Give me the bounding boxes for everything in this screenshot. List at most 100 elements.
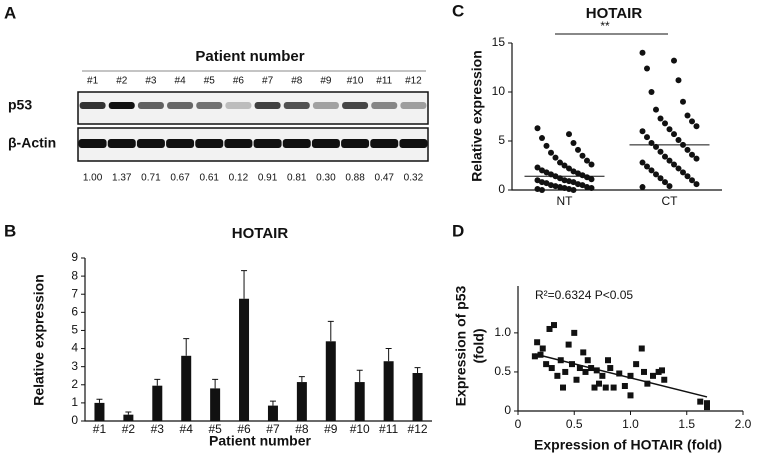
band bbox=[107, 139, 136, 148]
panel-label: D bbox=[452, 221, 464, 240]
band bbox=[370, 139, 399, 148]
point bbox=[671, 131, 677, 138]
point bbox=[570, 179, 577, 186]
point bbox=[579, 172, 586, 179]
ratio: 0.88 bbox=[345, 173, 365, 184]
point bbox=[644, 65, 650, 72]
point bbox=[684, 173, 691, 180]
point bbox=[557, 159, 563, 166]
x-tick-label: CT bbox=[662, 194, 679, 208]
y-axis-label: Relative expression bbox=[31, 274, 47, 406]
point bbox=[641, 368, 647, 375]
point bbox=[680, 169, 686, 176]
point bbox=[580, 349, 587, 356]
point bbox=[570, 139, 577, 146]
point bbox=[543, 169, 550, 176]
error-bar bbox=[298, 376, 305, 383]
error-bar bbox=[327, 320, 334, 342]
band bbox=[254, 102, 281, 109]
bar bbox=[94, 402, 105, 421]
band bbox=[167, 102, 194, 109]
lane-label: #1 bbox=[87, 76, 99, 87]
bar bbox=[412, 373, 423, 421]
point bbox=[570, 168, 577, 175]
lane-label: #4 bbox=[175, 76, 187, 87]
x-tick-label: #9 bbox=[324, 422, 338, 436]
point bbox=[639, 128, 646, 135]
y-tick-label: 15 bbox=[492, 35, 506, 49]
ratio: 1.00 bbox=[83, 173, 103, 184]
error-bar bbox=[154, 378, 161, 386]
band bbox=[224, 139, 253, 148]
point bbox=[616, 370, 623, 377]
point bbox=[534, 177, 541, 184]
point bbox=[599, 372, 606, 379]
ratio: 0.81 bbox=[287, 173, 307, 184]
bar bbox=[354, 382, 365, 421]
y-tick-label: 0 bbox=[498, 182, 505, 196]
point bbox=[548, 149, 554, 156]
point bbox=[557, 175, 563, 182]
ratio: 0.12 bbox=[229, 173, 249, 184]
point bbox=[539, 135, 545, 142]
band bbox=[79, 102, 106, 109]
ratio: 0.32 bbox=[404, 173, 424, 184]
point bbox=[552, 173, 559, 180]
error-bar bbox=[96, 398, 103, 403]
error-bar bbox=[212, 378, 219, 389]
band bbox=[399, 139, 428, 148]
ratio: 0.91 bbox=[258, 173, 278, 184]
y-tick-label: 0 bbox=[504, 403, 511, 417]
row-label: β-Actin bbox=[8, 135, 56, 151]
band bbox=[342, 102, 369, 109]
point bbox=[644, 134, 650, 141]
lane-label: #6 bbox=[233, 76, 245, 87]
fit-line bbox=[534, 353, 708, 398]
point bbox=[675, 137, 682, 144]
lane-label: #7 bbox=[262, 76, 274, 87]
x-axis-label: Expression of HOTAIR (fold) bbox=[534, 437, 722, 453]
band bbox=[341, 139, 370, 148]
y-tick-label: 8 bbox=[71, 268, 78, 282]
point bbox=[639, 49, 646, 56]
point bbox=[584, 357, 591, 364]
point bbox=[627, 392, 634, 399]
x-tick-label: #2 bbox=[122, 422, 136, 436]
panel-label: A bbox=[4, 3, 16, 22]
point bbox=[562, 368, 569, 375]
point bbox=[543, 142, 550, 149]
point bbox=[548, 182, 554, 189]
x-tick-label: #7 bbox=[266, 422, 280, 436]
band bbox=[137, 102, 164, 109]
chart-title: HOTAIR bbox=[232, 225, 289, 242]
point bbox=[552, 183, 559, 190]
error-bar bbox=[183, 338, 190, 356]
point bbox=[644, 163, 650, 170]
point bbox=[546, 325, 553, 332]
significance: ** bbox=[600, 19, 610, 33]
point bbox=[648, 139, 655, 146]
blot-frame bbox=[77, 91, 429, 125]
point bbox=[639, 184, 646, 191]
point bbox=[588, 161, 595, 168]
x-tick-label: NT bbox=[557, 194, 574, 208]
point bbox=[554, 372, 561, 379]
band bbox=[283, 102, 310, 109]
point bbox=[566, 186, 572, 193]
band bbox=[371, 102, 398, 109]
point bbox=[575, 181, 581, 188]
point bbox=[561, 162, 568, 169]
point bbox=[684, 146, 691, 153]
x-tick-label: #10 bbox=[350, 422, 370, 436]
point bbox=[557, 184, 563, 191]
ratio: 0.61 bbox=[200, 173, 220, 184]
point bbox=[596, 380, 602, 387]
chart-title: HOTAIR bbox=[586, 5, 643, 22]
y-tick-label: 3 bbox=[71, 359, 78, 373]
error-bar bbox=[356, 369, 363, 383]
band bbox=[136, 139, 165, 148]
point bbox=[648, 167, 655, 174]
point bbox=[566, 131, 572, 138]
point bbox=[548, 171, 554, 178]
band bbox=[312, 102, 339, 109]
